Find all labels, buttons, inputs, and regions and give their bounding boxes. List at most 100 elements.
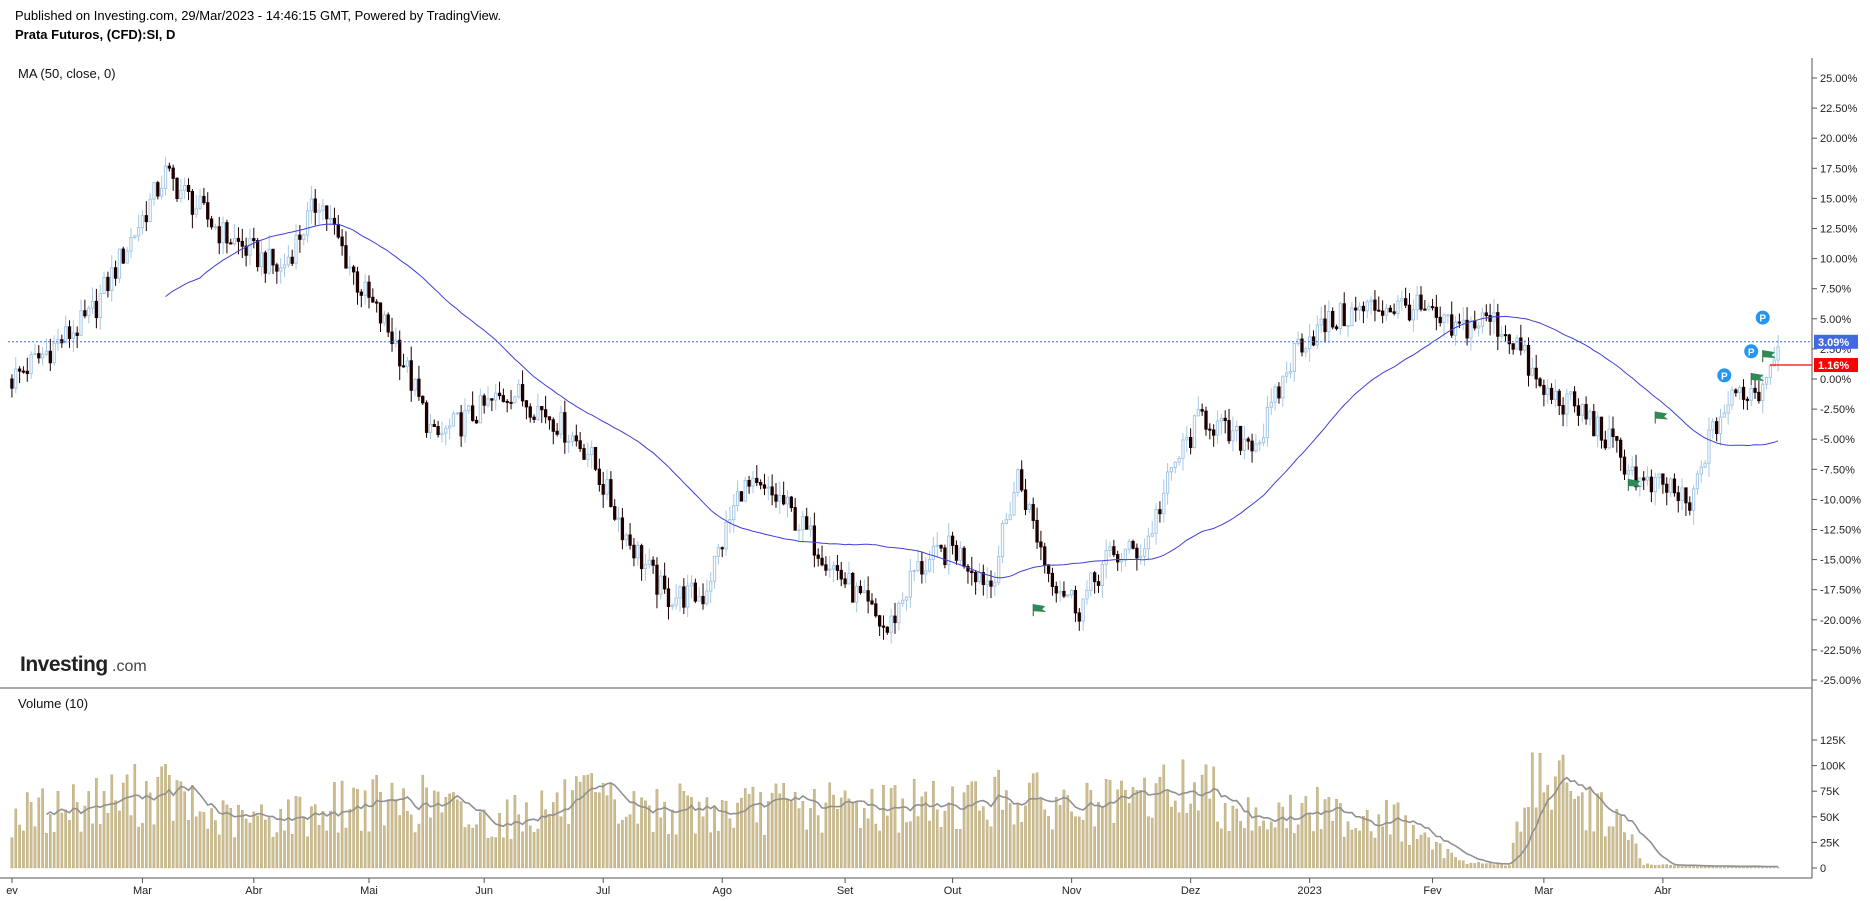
price-y-ticks: 25.00% 22.50% 20.00% 17.50% 15.00% 12.50% 10.0…	[1812, 73, 1861, 687]
volume-bar	[740, 797, 743, 869]
candle-body	[1265, 406, 1270, 439]
svg-text:3.09%: 3.09%	[1818, 337, 1849, 349]
volume-bar	[1016, 803, 1020, 869]
candle-body	[743, 479, 747, 502]
volume-bar	[855, 801, 858, 869]
volume-bar	[1200, 774, 1204, 869]
volume-bar	[728, 818, 732, 869]
candle-body	[893, 615, 897, 624]
candle-body	[555, 430, 559, 435]
candle-body	[1300, 338, 1304, 353]
candle-body	[958, 547, 962, 561]
volume-bar	[820, 832, 824, 869]
candle-body	[962, 547, 966, 567]
candle-body	[1730, 389, 1734, 406]
candle-body	[382, 314, 387, 324]
volume-bar	[797, 808, 801, 869]
candle-body	[1649, 476, 1654, 493]
candle-body	[1258, 442, 1262, 445]
candle-body	[1050, 572, 1055, 587]
candle-body	[302, 234, 306, 240]
volume-bar	[1277, 802, 1281, 869]
candle-body	[286, 256, 291, 266]
volume-bar	[866, 818, 870, 869]
candle-body	[590, 446, 594, 456]
volume-bar	[171, 820, 175, 869]
volume-bar	[467, 824, 471, 869]
volume-bar	[563, 779, 567, 869]
volume-bar	[406, 811, 409, 869]
candle-body	[64, 326, 68, 344]
candle-body	[1642, 477, 1646, 481]
volume-bar	[1573, 798, 1576, 869]
candle-body	[1365, 301, 1369, 312]
volume-bar	[1580, 792, 1584, 869]
volume-bar	[766, 801, 770, 869]
volume-bar	[1293, 833, 1296, 869]
candle-body	[609, 479, 613, 508]
candle-body	[686, 585, 690, 608]
volume-bar	[874, 823, 878, 869]
candle-body	[1219, 417, 1224, 422]
volume-bar	[720, 800, 724, 869]
candle-body	[897, 602, 901, 624]
volume-bar	[1331, 821, 1335, 869]
price-pane[interactable]: MA (50, close, 0) Volume (10) 25.00% 22.5…	[0, 58, 1861, 897]
volume-bar	[644, 800, 647, 869]
volume-bar	[1523, 807, 1526, 869]
volume-bar	[294, 796, 298, 869]
candle-body	[1354, 307, 1358, 311]
volume-bar	[168, 775, 171, 869]
volume-bar	[1239, 821, 1242, 869]
volume-bar	[283, 830, 286, 869]
candle-body	[355, 271, 360, 293]
candle-body	[401, 365, 406, 368]
candle-body	[1542, 384, 1546, 395]
candle-body	[1461, 319, 1465, 323]
candle-body	[183, 184, 187, 191]
candle-body	[1223, 417, 1227, 422]
candle-body	[40, 353, 45, 359]
volume-bar	[37, 797, 41, 869]
candle-body	[1304, 348, 1308, 353]
candle-body	[517, 384, 521, 398]
volume-bar	[356, 789, 359, 869]
candle-body	[67, 326, 72, 339]
investing-logo: Investing .com	[20, 653, 147, 676]
candle-body	[1453, 321, 1458, 336]
candle-body	[1488, 315, 1492, 322]
candle-body	[1073, 589, 1078, 614]
volume-bar	[1661, 864, 1665, 869]
candle-body	[528, 406, 532, 418]
flag-icon	[1751, 373, 1765, 381]
price-tick-label: -7.50%	[1820, 464, 1855, 476]
candle-body	[950, 535, 955, 546]
volume-bar	[1531, 752, 1534, 869]
candle-body	[1334, 326, 1339, 330]
candle-body	[639, 545, 644, 570]
volume-bar	[1423, 832, 1427, 869]
flag-icon	[1033, 604, 1047, 613]
volume-bar	[125, 774, 129, 869]
candle-body	[536, 406, 540, 420]
volume-bar	[1496, 863, 1500, 869]
volume-bar	[509, 839, 513, 869]
candle-body	[789, 496, 793, 509]
volume-bar	[751, 786, 755, 869]
volume-bar	[1442, 858, 1446, 869]
candle-body	[386, 314, 390, 333]
volume-bar	[709, 832, 713, 869]
volume-bar	[33, 826, 37, 869]
candle-body	[1446, 314, 1450, 317]
candle-body	[1680, 487, 1684, 502]
volume-bar	[1162, 764, 1166, 869]
volume-bar	[1116, 789, 1119, 869]
volume-bar	[290, 834, 294, 869]
volume-bar	[386, 799, 390, 869]
candle-body	[332, 217, 337, 225]
candle-body	[605, 479, 609, 495]
volume-bar	[1124, 789, 1127, 869]
candle-body	[1745, 398, 1750, 401]
volume-bar	[1135, 790, 1139, 869]
